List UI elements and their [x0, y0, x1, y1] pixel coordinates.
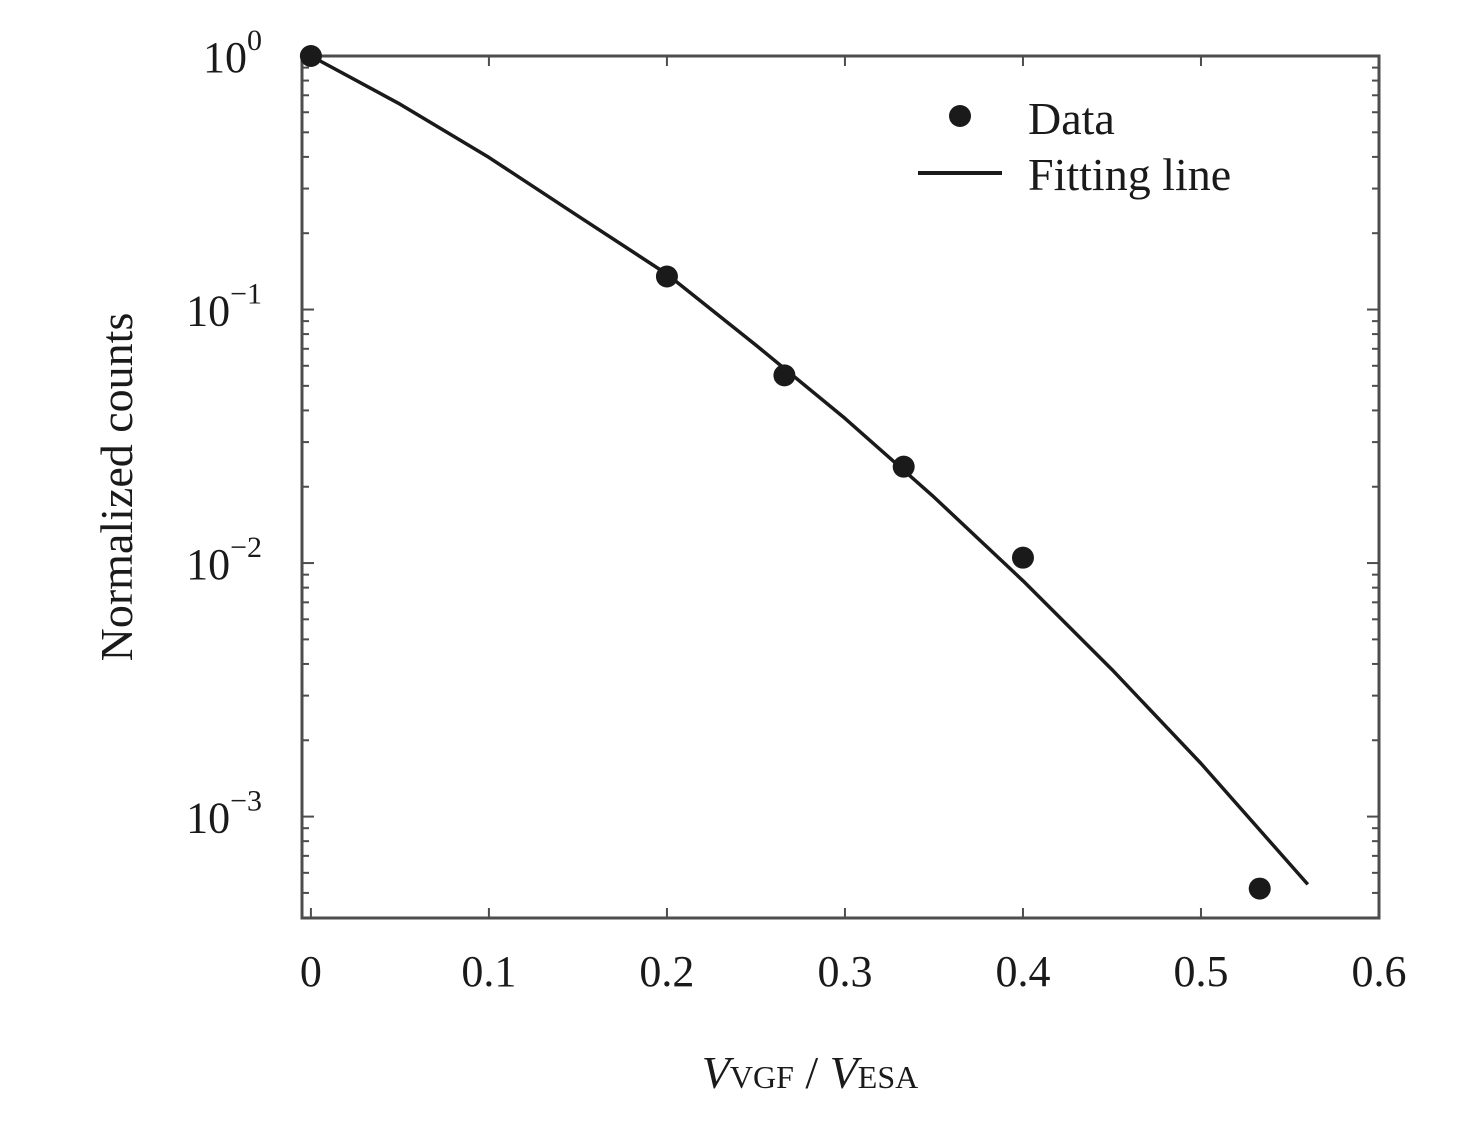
data-point — [773, 364, 796, 387]
y-tick-label: 10−1 — [186, 278, 262, 336]
data-point — [892, 455, 915, 478]
data-point — [1011, 546, 1034, 569]
x-axis-label: VVGF / VESA — [702, 1047, 918, 1098]
x-tick-label: 0.1 — [461, 947, 516, 996]
x-tick-label: 0.3 — [817, 947, 872, 996]
ticks-layer — [302, 55, 1380, 919]
y-tick-label: 100 — [203, 24, 262, 82]
x-tick-label: 0 — [300, 947, 322, 996]
legend-label-data: Data — [1028, 93, 1115, 144]
legend-label-fit: Fitting line — [1028, 149, 1231, 200]
y-tick-label: 10−3 — [186, 785, 262, 843]
points-layer — [299, 45, 1271, 900]
legend: Data Fitting line — [918, 93, 1231, 200]
data-point — [1248, 877, 1271, 900]
y-axis-label: Normalized counts — [91, 313, 142, 662]
x-tick-label: 0.5 — [1173, 947, 1228, 996]
x-tick-label: 0.2 — [639, 947, 694, 996]
y-tick-label: 10−2 — [186, 531, 262, 589]
fitting-line — [310, 54, 1310, 886]
x-tick-label: 0.4 — [995, 947, 1050, 996]
legend-marker-data — [949, 105, 971, 127]
fit-layer — [310, 54, 1310, 886]
data-point — [299, 45, 322, 67]
data-point — [655, 265, 678, 288]
tick-labels-layer: 0 0.1 0.2 0.3 0.4 0.5 0.6 100 10−1 10−2 10−3 — [186, 24, 1406, 996]
x-tick-label: 0.6 — [1352, 947, 1407, 996]
